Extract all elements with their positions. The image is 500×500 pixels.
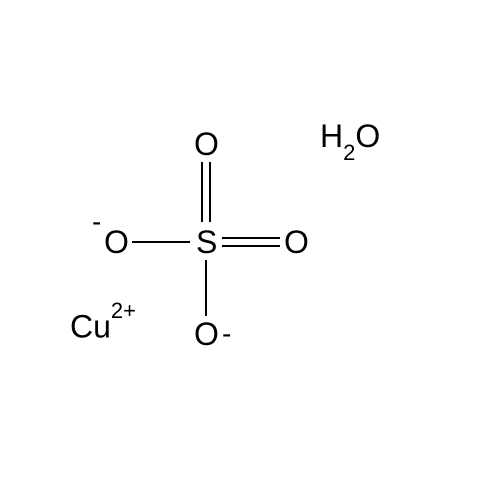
atom-oxygen-top: O: [194, 128, 219, 160]
bond-s-o-bottom: [205, 260, 207, 316]
bond-s-o-top-1: [201, 162, 203, 222]
atom-oxygen-bottom: O: [194, 318, 219, 350]
copper-charge: 2+: [111, 298, 136, 323]
atom-oxygen-left: O: [104, 226, 129, 258]
copper-symbol: Cu: [70, 309, 111, 345]
bond-s-o-top-2: [209, 162, 211, 222]
atom-sulfur: S: [196, 226, 217, 258]
water-molecule: H2O: [320, 120, 380, 158]
water-h: H: [320, 118, 343, 154]
bond-s-o-right-1: [222, 237, 280, 239]
water-o: O: [355, 118, 380, 154]
atom-copper: Cu2+: [70, 308, 136, 343]
water-h-sub: 2: [343, 140, 355, 165]
charge-oxygen-bottom: -: [222, 320, 231, 348]
atom-oxygen-right: O: [284, 226, 309, 258]
bond-s-o-left: [132, 241, 190, 243]
charge-oxygen-left: -: [92, 208, 101, 236]
bond-s-o-right-2: [222, 245, 280, 247]
